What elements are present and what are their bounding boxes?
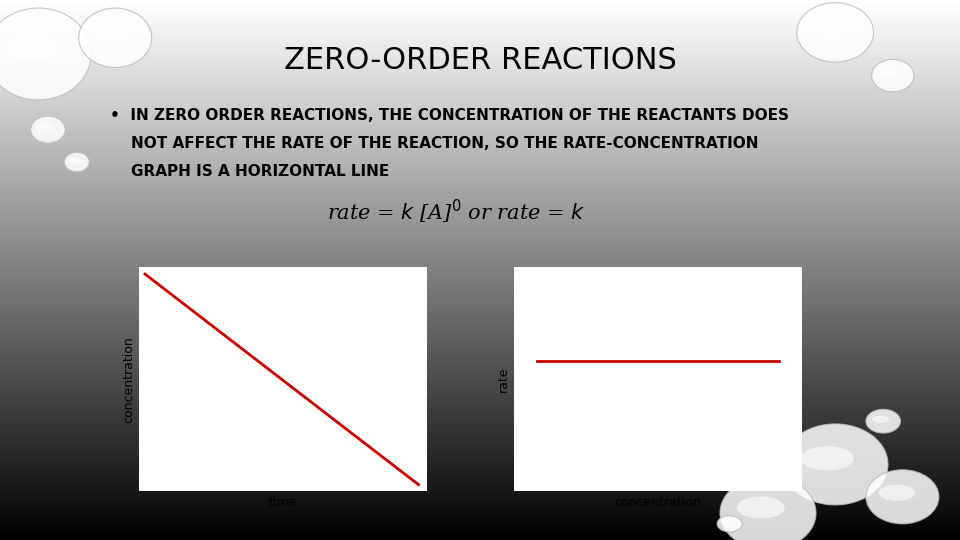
- Ellipse shape: [866, 470, 939, 524]
- Ellipse shape: [79, 8, 152, 68]
- Ellipse shape: [64, 152, 89, 172]
- Ellipse shape: [4, 33, 57, 61]
- Ellipse shape: [810, 19, 849, 37]
- Text: ZERO-ORDER REACTIONS: ZERO-ORDER REACTIONS: [283, 46, 677, 75]
- Ellipse shape: [872, 59, 914, 92]
- Ellipse shape: [737, 496, 785, 518]
- Ellipse shape: [0, 8, 91, 100]
- Text: GRAPH IS A HORIZONTAL LINE: GRAPH IS A HORIZONTAL LINE: [110, 164, 390, 179]
- Ellipse shape: [91, 24, 128, 42]
- Text: •  IN ZERO ORDER REACTIONS, THE CONCENTRATION OF THE REACTANTS DOES: • IN ZERO ORDER REACTIONS, THE CONCENTRA…: [110, 108, 789, 123]
- Ellipse shape: [872, 416, 889, 423]
- Ellipse shape: [797, 3, 874, 62]
- Ellipse shape: [782, 424, 888, 505]
- Ellipse shape: [801, 446, 853, 470]
- X-axis label: time: time: [269, 496, 298, 509]
- Ellipse shape: [69, 158, 82, 164]
- Ellipse shape: [31, 116, 65, 143]
- Ellipse shape: [36, 124, 54, 132]
- Ellipse shape: [866, 409, 900, 433]
- Ellipse shape: [717, 516, 742, 532]
- Ellipse shape: [879, 68, 900, 78]
- Ellipse shape: [878, 485, 915, 501]
- Ellipse shape: [722, 520, 734, 525]
- X-axis label: concentration: concentration: [614, 496, 701, 509]
- Y-axis label: concentration: concentration: [122, 336, 135, 423]
- Text: NOT AFFECT THE RATE OF THE REACTION, SO THE RATE-CONCENTRATION: NOT AFFECT THE RATE OF THE REACTION, SO …: [110, 136, 759, 151]
- Text: rate = $k$ [A]$^0$ or rate = $k$: rate = $k$ [A]$^0$ or rate = $k$: [326, 198, 586, 226]
- Y-axis label: rate: rate: [496, 367, 510, 392]
- Ellipse shape: [720, 476, 816, 540]
